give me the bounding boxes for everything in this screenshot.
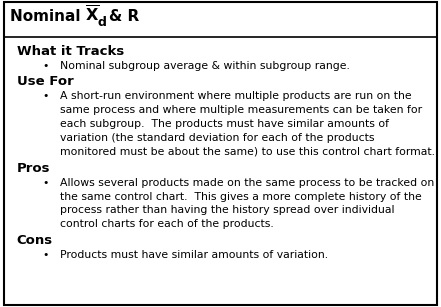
Text: Use For: Use For <box>17 75 74 88</box>
Text: A short-run environment where multiple products are run on the: A short-run environment where multiple p… <box>60 91 411 101</box>
Text: monitored must be about the same) to use this control chart format.: monitored must be about the same) to use… <box>60 147 434 157</box>
Text: Cons: Cons <box>17 234 53 247</box>
Text: Nominal subgroup average & within subgroup range.: Nominal subgroup average & within subgro… <box>60 60 349 71</box>
Text: the same control chart.  This gives a more complete history of the: the same control chart. This gives a mor… <box>60 192 421 202</box>
Text: & R: & R <box>109 10 140 24</box>
Text: Products must have similar amounts of variation.: Products must have similar amounts of va… <box>60 250 328 260</box>
Text: Nominal: Nominal <box>10 10 86 24</box>
Text: each subgroup.  The products must have similar amounts of: each subgroup. The products must have si… <box>60 119 389 129</box>
Text: •: • <box>42 178 48 188</box>
Text: $\mathbf{\overline{X}}$: $\mathbf{\overline{X}}$ <box>85 5 99 25</box>
Text: What it Tracks: What it Tracks <box>17 45 124 57</box>
Text: control charts for each of the products.: control charts for each of the products. <box>60 220 273 229</box>
Text: Pros: Pros <box>17 162 50 175</box>
Text: variation (the standard deviation for each of the products: variation (the standard deviation for ea… <box>60 133 374 143</box>
Text: •: • <box>42 60 48 71</box>
Text: same process and where multiple measurements can be taken for: same process and where multiple measurem… <box>60 105 422 115</box>
Text: Allows several products made on the same process to be tracked on: Allows several products made on the same… <box>60 178 434 188</box>
Text: •: • <box>42 91 48 101</box>
Text: process rather than having the history spread over individual: process rather than having the history s… <box>60 205 394 216</box>
Text: •: • <box>42 250 48 260</box>
Text: d: d <box>98 16 107 29</box>
